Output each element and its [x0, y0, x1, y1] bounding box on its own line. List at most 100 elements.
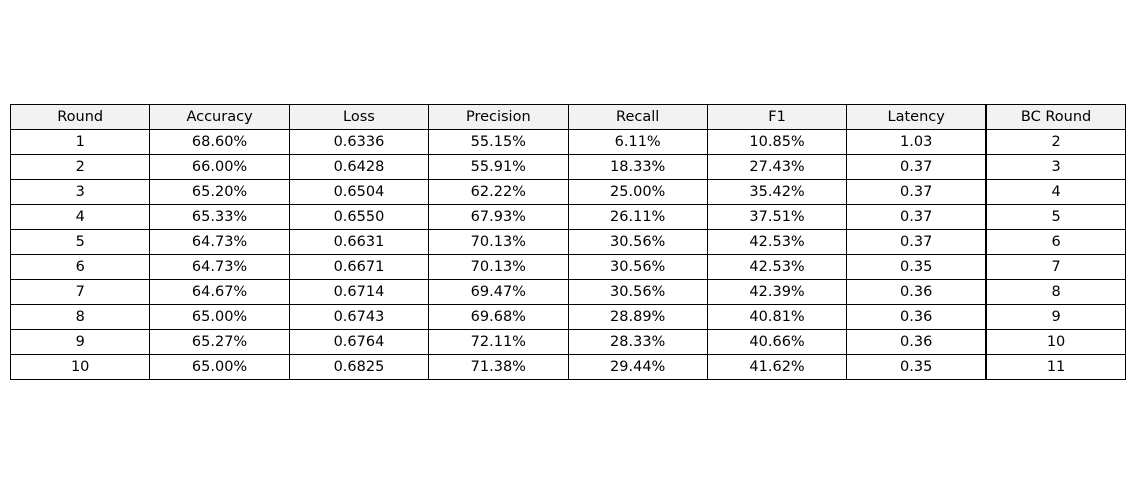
cell-precision: 62.22% [428, 179, 569, 205]
cell-loss: 0.6504 [288, 179, 430, 205]
cell-latency: 0.37 [846, 229, 988, 255]
table-row: 2 66.00% 0.6428 55.91% 18.33% 27.43% 0.37 3 [9, 154, 1127, 180]
header-latency: Latency [846, 104, 988, 130]
cell-latency: 0.36 [846, 329, 988, 355]
cell-f1: 42.53% [706, 229, 848, 255]
cell-recall: 30.56% [567, 229, 708, 255]
table-row: 5 64.73% 0.6631 70.13% 30.56% 42.53% 0.37 6 [9, 229, 1127, 255]
header-row: Round Accuracy Loss Precision Recall F1 Latenc… [9, 104, 1127, 130]
metrics-table-figure: Round Accuracy Loss Precision Recall F1 Latenc… [9, 104, 1127, 380]
cell-latency: 0.36 [846, 279, 988, 305]
cell-recall: 30.56% [567, 279, 708, 305]
cell-accuracy: 64.73% [149, 254, 290, 280]
cell-round: 2 [9, 154, 151, 180]
header-loss: Loss [288, 104, 430, 130]
cell-recall: 26.11% [567, 204, 708, 230]
cell-recall: 28.89% [567, 304, 708, 330]
cell-bc-round: 8 [985, 279, 1127, 305]
cell-recall: 29.44% [567, 354, 708, 380]
cell-loss: 0.6825 [288, 354, 430, 380]
cell-f1: 10.85% [706, 129, 848, 155]
cell-f1: 40.81% [706, 304, 848, 330]
cell-accuracy: 68.60% [149, 129, 290, 155]
cell-round: 3 [9, 179, 151, 205]
table-row: 10 65.00% 0.6825 71.38% 29.44% 41.62% 0.35 11 [9, 354, 1127, 380]
table-row: 3 65.20% 0.6504 62.22% 25.00% 35.42% 0.37 4 [9, 179, 1127, 205]
cell-round: 6 [9, 254, 151, 280]
cell-round: 1 [9, 129, 151, 155]
cell-latency: 0.37 [846, 179, 988, 205]
cell-recall: 25.00% [567, 179, 708, 205]
table-row: 1 68.60% 0.6336 55.15% 6.11% 10.85% 1.03 2 [9, 129, 1127, 155]
cell-latency: 0.36 [846, 304, 988, 330]
cell-bc-round: 4 [985, 179, 1127, 205]
cell-loss: 0.6764 [288, 329, 430, 355]
cell-precision: 70.13% [428, 229, 569, 255]
cell-round: 8 [9, 304, 151, 330]
table-row: 7 64.67% 0.6714 69.47% 30.56% 42.39% 0.36 8 [9, 279, 1127, 305]
cell-accuracy: 64.67% [149, 279, 290, 305]
cell-recall: 18.33% [567, 154, 708, 180]
cell-bc-round: 11 [985, 354, 1127, 380]
header-bc-round: BC Round [985, 104, 1127, 130]
cell-loss: 0.6336 [288, 129, 430, 155]
cell-latency: 0.37 [846, 154, 988, 180]
cell-precision: 72.11% [428, 329, 569, 355]
cell-f1: 42.39% [706, 279, 848, 305]
cell-f1: 35.42% [706, 179, 848, 205]
cell-round: 9 [9, 329, 151, 355]
cell-precision: 69.47% [428, 279, 569, 305]
cell-loss: 0.6671 [288, 254, 430, 280]
cell-bc-round: 10 [985, 329, 1127, 355]
cell-f1: 42.53% [706, 254, 848, 280]
table-row: 9 65.27% 0.6764 72.11% 28.33% 40.66% 0.36 10 [9, 329, 1127, 355]
cell-precision: 67.93% [428, 204, 569, 230]
cell-round: 10 [9, 354, 151, 380]
cell-loss: 0.6428 [288, 154, 430, 180]
header-precision: Precision [428, 104, 569, 130]
table-row: 8 65.00% 0.6743 69.68% 28.89% 40.81% 0.36 9 [9, 304, 1127, 330]
cell-loss: 0.6550 [288, 204, 430, 230]
cell-bc-round: 3 [985, 154, 1127, 180]
header-recall: Recall [567, 104, 708, 130]
table-row: 6 64.73% 0.6671 70.13% 30.56% 42.53% 0.35 7 [9, 254, 1127, 280]
cell-precision: 70.13% [428, 254, 569, 280]
cell-f1: 27.43% [706, 154, 848, 180]
cell-bc-round: 7 [985, 254, 1127, 280]
cell-accuracy: 65.00% [149, 304, 290, 330]
cell-f1: 41.62% [706, 354, 848, 380]
cell-recall: 6.11% [567, 129, 708, 155]
cell-accuracy: 65.20% [149, 179, 290, 205]
cell-bc-round: 2 [985, 129, 1127, 155]
cell-precision: 71.38% [428, 354, 569, 380]
header-round: Round [9, 104, 151, 130]
cell-round: 7 [9, 279, 151, 305]
header-accuracy: Accuracy [149, 104, 290, 130]
table-row: 4 65.33% 0.6550 67.93% 26.11% 37.51% 0.37 5 [9, 204, 1127, 230]
cell-accuracy: 64.73% [149, 229, 290, 255]
cell-accuracy: 65.00% [149, 354, 290, 380]
cell-recall: 28.33% [567, 329, 708, 355]
metrics-table: Round Accuracy Loss Precision Recall F1 Latenc… [9, 104, 1127, 380]
cell-f1: 40.66% [706, 329, 848, 355]
table-body: 1 68.60% 0.6336 55.15% 6.11% 10.85% 1.03 2 2 66.0… [9, 129, 1127, 380]
cell-latency: 1.03 [846, 129, 988, 155]
cell-latency: 0.37 [846, 204, 988, 230]
cell-precision: 69.68% [428, 304, 569, 330]
cell-latency: 0.35 [846, 254, 988, 280]
cell-recall: 30.56% [567, 254, 708, 280]
cell-bc-round: 9 [985, 304, 1127, 330]
cell-loss: 0.6743 [288, 304, 430, 330]
cell-round: 4 [9, 204, 151, 230]
cell-loss: 0.6714 [288, 279, 430, 305]
cell-bc-round: 5 [985, 204, 1127, 230]
cell-f1: 37.51% [706, 204, 848, 230]
cell-accuracy: 65.33% [149, 204, 290, 230]
cell-loss: 0.6631 [288, 229, 430, 255]
header-f1: F1 [706, 104, 848, 130]
cell-accuracy: 66.00% [149, 154, 290, 180]
cell-bc-round: 6 [985, 229, 1127, 255]
cell-precision: 55.15% [428, 129, 569, 155]
cell-precision: 55.91% [428, 154, 569, 180]
cell-accuracy: 65.27% [149, 329, 290, 355]
